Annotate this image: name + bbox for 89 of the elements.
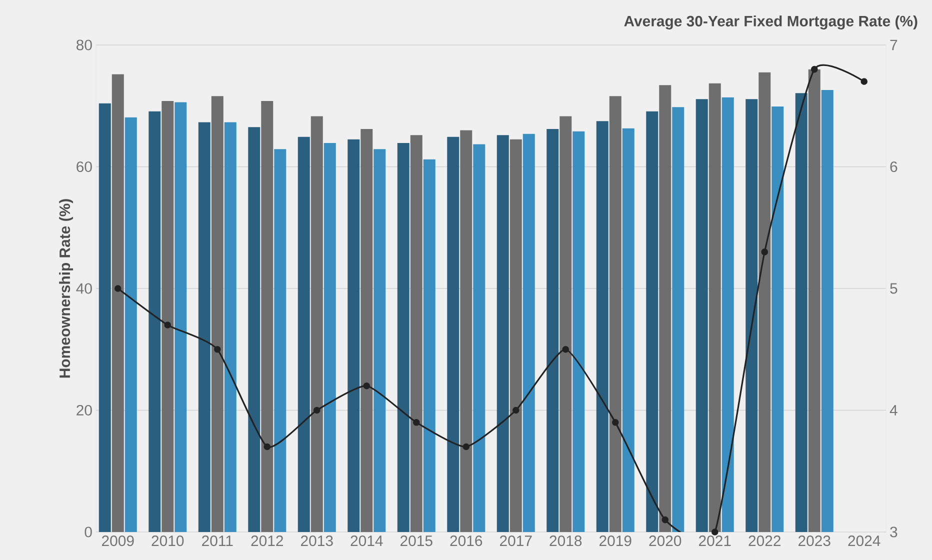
point (412, 419, 420, 426)
bar (198, 122, 210, 532)
y2-tick-label: 7 (890, 40, 898, 50)
bar (298, 136, 310, 532)
point (810, 66, 818, 73)
bar (746, 99, 758, 532)
y2-tick-label: 3 (890, 526, 898, 538)
bar (546, 129, 559, 532)
x-tick-label: 2019 (600, 536, 632, 546)
bar (659, 85, 672, 532)
x-tick-label: 2011 (202, 536, 233, 546)
point (462, 443, 470, 450)
bar (646, 111, 658, 532)
bar (224, 122, 236, 532)
point (662, 516, 669, 524)
y2-tick-label: 6 (890, 161, 898, 172)
y-axis-title: Homeownership Rate (%) (59, 199, 74, 378)
bar (348, 139, 360, 532)
y-tick-label: 20 (76, 404, 92, 416)
y2-tick-label: 5 (890, 283, 898, 294)
bar (124, 117, 137, 532)
bar (672, 107, 684, 532)
x-tick-label: 2023 (798, 536, 830, 546)
point (512, 406, 520, 414)
bar (274, 149, 286, 532)
x-tick-label: 2016 (450, 536, 482, 546)
point (363, 382, 370, 390)
point (313, 406, 320, 414)
bar (248, 127, 260, 532)
bar (609, 96, 622, 532)
y-tick-label: 60 (76, 161, 92, 172)
x-tick-label: 2018 (550, 536, 582, 546)
bar (758, 72, 771, 532)
bar (374, 149, 386, 532)
point (214, 346, 221, 353)
point (711, 528, 718, 536)
bar (310, 116, 323, 532)
bar (772, 106, 784, 532)
x-tick-label: 2021 (699, 536, 731, 546)
bar (397, 143, 410, 532)
x-tick-label: 2010 (152, 536, 184, 546)
x-tick-label: 2015 (400, 536, 432, 546)
x-tick-label: 2022 (748, 536, 780, 546)
bar (162, 100, 174, 532)
bar (808, 69, 820, 532)
y-tick-label: 0 (84, 526, 92, 538)
bar (722, 97, 734, 532)
bar (174, 102, 187, 532)
x-tick-label: 2009 (102, 536, 134, 546)
point (562, 346, 570, 353)
point (114, 285, 122, 292)
bar (795, 93, 808, 532)
y-tick-label: 40 (76, 283, 92, 294)
point (612, 419, 619, 426)
bar (696, 99, 708, 532)
point (860, 78, 868, 85)
bar (112, 74, 124, 532)
bar (596, 121, 608, 532)
bar (572, 131, 585, 532)
x-tick-label: 2020 (649, 536, 682, 546)
x-tick-label: 2024 (848, 536, 880, 546)
bar (496, 135, 509, 532)
bar (148, 111, 161, 532)
bar (522, 134, 535, 532)
bar (211, 96, 224, 532)
x-tick-label: 2017 (500, 536, 532, 546)
point (264, 443, 271, 450)
bar (360, 129, 373, 532)
point (164, 322, 172, 328)
bar (560, 116, 572, 532)
bar (261, 100, 274, 532)
bar (622, 128, 634, 532)
y2-tick-label: 4 (890, 405, 898, 416)
bar (447, 136, 460, 532)
bar (708, 83, 721, 532)
point (761, 248, 768, 256)
x-tick-label: 2014 (350, 536, 383, 546)
bar (821, 90, 834, 532)
x-tick-label: 2012 (251, 536, 284, 546)
bar (410, 135, 422, 532)
bar (510, 139, 522, 532)
bar (473, 144, 486, 532)
bar (423, 159, 436, 532)
y2-axis-title: Average 30-Year Fixed Mortgage Rate (%) (624, 15, 918, 30)
bar (98, 103, 111, 532)
bar (460, 130, 472, 532)
x-tick-label: 2013 (301, 536, 333, 546)
bar (324, 143, 336, 532)
y-tick-label: 80 (76, 40, 92, 50)
